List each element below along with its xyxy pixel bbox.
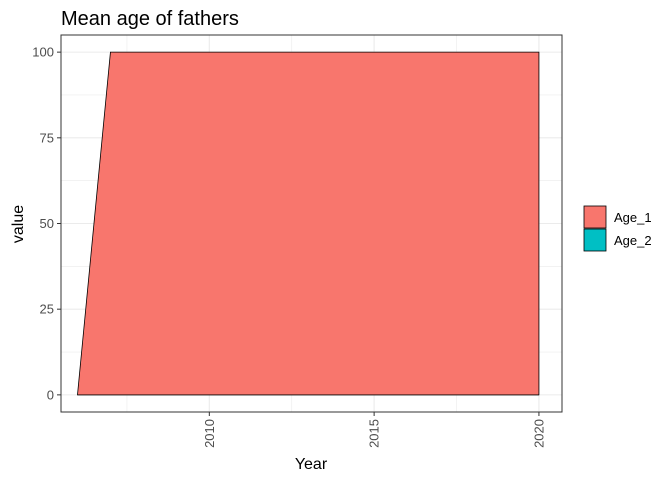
area-age-1: [77, 51, 540, 396]
y-tick-label: 75: [40, 130, 54, 145]
x-axis: 2010 2015 2020: [202, 412, 546, 448]
y-tick-label: 0: [47, 387, 54, 402]
area-series: [77, 51, 540, 396]
x-tick-label: 2015: [367, 419, 382, 448]
x-tick-label: 2010: [202, 419, 217, 448]
legend-key-age-1: [583, 205, 607, 229]
y-axis-title: value: [10, 205, 27, 243]
chart-title: Mean age of fathers: [61, 8, 239, 30]
legend: Age_1 Age_2: [583, 205, 652, 252]
legend-key-age-2: [583, 228, 607, 252]
x-axis-title: Year: [295, 456, 328, 473]
y-tick-label: 100: [32, 45, 54, 60]
legend-label: Age_1: [614, 210, 652, 225]
legend-label: Age_2: [614, 233, 652, 248]
y-tick-label: 50: [40, 216, 54, 231]
x-tick-label: 2020: [531, 419, 546, 448]
y-axis: 0 25 50 75 100: [32, 45, 61, 402]
y-tick-label: 25: [40, 302, 54, 317]
